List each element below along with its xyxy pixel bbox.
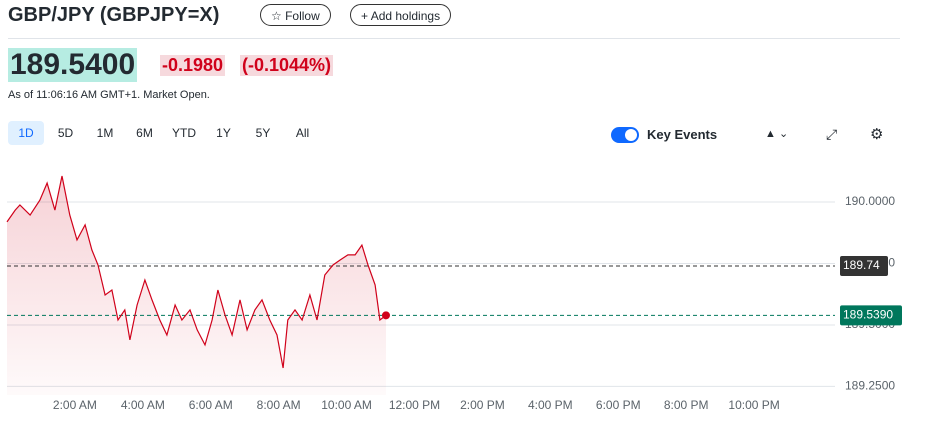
- x-tick-label: 4:00 AM: [121, 398, 165, 412]
- x-tick-label: 4:00 PM: [528, 398, 573, 412]
- settings-icon[interactable]: ⚙: [870, 126, 884, 143]
- x-tick-label: 10:00 AM: [321, 398, 372, 412]
- range-button[interactable]: 1M: [96, 126, 114, 140]
- range-button[interactable]: YTD: [172, 126, 196, 140]
- x-tick-label: 2:00 AM: [53, 398, 97, 412]
- x-tick-label: 10:00 PM: [728, 398, 779, 412]
- follow-label: Follow: [285, 9, 320, 23]
- key-events: Key Events: [647, 127, 718, 142]
- expand-icon[interactable]: ⤢: [826, 126, 838, 142]
- range-button[interactable]: 5D: [57, 126, 74, 140]
- range-button[interactable]: 5Y: [255, 126, 271, 140]
- price: 189.5400: [8, 48, 138, 82]
- add-label: Add holdings: [370, 9, 441, 23]
- x-tick-label: 8:00 AM: [257, 398, 301, 412]
- x-tick-label: 6:00 AM: [189, 398, 233, 412]
- change: -0.1980: [160, 55, 226, 76]
- range-button[interactable]: 1Y: [216, 126, 231, 140]
- reference-label: 189.5390: [843, 308, 893, 322]
- reference-label: 189.74: [843, 258, 880, 272]
- follow-button[interactable]: ☆ Follow: [260, 4, 331, 26]
- area: [7, 176, 386, 395]
- x-tick-label: 6:00 PM: [596, 398, 641, 412]
- add-holdings-button[interactable]: + Add holdings: [350, 4, 452, 26]
- last-point: [381, 311, 390, 320]
- y-tick-label: 190.0000: [845, 194, 895, 208]
- reference-badge: [840, 255, 888, 276]
- range-button[interactable]: All: [295, 126, 310, 140]
- x-tick-label: 12:00 PM: [389, 398, 440, 412]
- change-pct: (-0.1044%): [240, 55, 334, 76]
- x-tick-label: 8:00 PM: [664, 398, 709, 412]
- y-tick-label: 189.2500: [845, 379, 895, 393]
- reference-badge: [840, 305, 902, 326]
- range-button[interactable]: 1D: [8, 121, 44, 145]
- divider: [8, 38, 900, 39]
- x-tick-label: 2:00 PM: [460, 398, 505, 412]
- as-of: As of 11:06:16 AM GMT+1. Market Open.: [8, 89, 210, 101]
- toggle[interactable]: [611, 127, 639, 143]
- range-button[interactable]: 6M: [136, 126, 153, 140]
- chart-type-menu[interactable]: ▲ ⌄: [765, 128, 789, 140]
- title: GBP/JPY (GBPJPY=X): [8, 4, 220, 26]
- line: [6, 175, 387, 369]
